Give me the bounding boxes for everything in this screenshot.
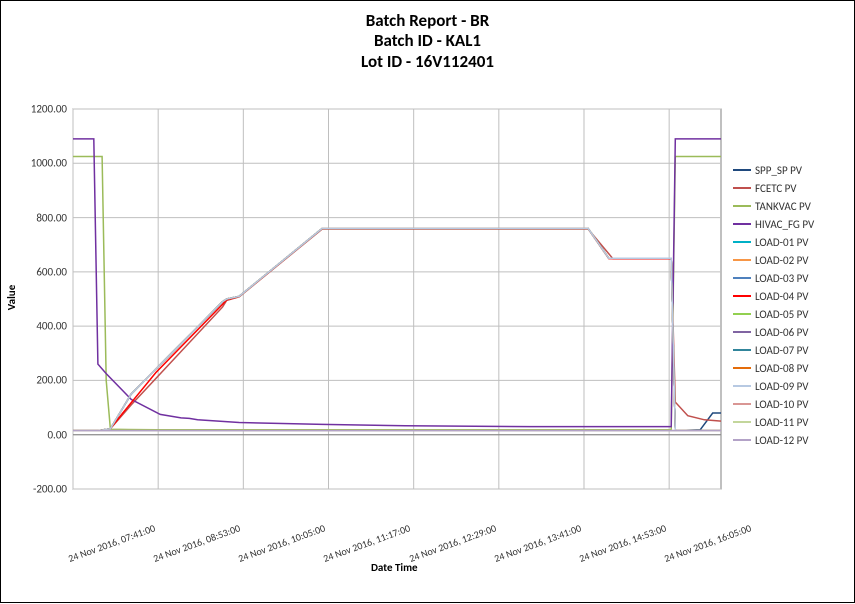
legend-swatch [733, 169, 751, 171]
legend-label: LOAD-09 PV [755, 380, 809, 393]
legend-swatch [733, 295, 751, 297]
legend-item: TANKVAC PV [733, 197, 814, 215]
legend-item: LOAD-05 PV [733, 305, 814, 323]
legend-item: LOAD-10 PV [733, 395, 814, 413]
chart-container: Batch Report - BR Batch ID - KAL1 Lot ID… [0, 0, 855, 603]
legend-swatch [733, 331, 751, 333]
legend-label: TANKVAC PV [755, 200, 811, 213]
legend-swatch [733, 241, 751, 243]
legend-label: LOAD-02 PV [755, 254, 809, 267]
legend-item: LOAD-09 PV [733, 377, 814, 395]
legend-item: LOAD-12 PV [733, 431, 814, 449]
y-tick: 1000.00 [31, 157, 67, 170]
series-line [73, 228, 721, 430]
legend-swatch [733, 313, 751, 315]
series-line [73, 157, 721, 430]
legend-label: SPP_SP PV [755, 164, 802, 177]
legend-label: LOAD-11 PV [755, 416, 809, 429]
legend-swatch [733, 187, 751, 189]
legend-label: LOAD-12 PV [755, 434, 809, 447]
legend-swatch [733, 259, 751, 261]
legend-item: LOAD-04 PV [733, 287, 814, 305]
legend-item: HIVAC_FG PV [733, 215, 814, 233]
legend: SPP_SP PV FCETC PV TANKVAC PV HIVAC_FG PV LO… [733, 161, 814, 449]
legend-label: LOAD-01 PV [755, 236, 809, 249]
plot-svg [1, 1, 855, 604]
legend-item: FCETC PV [733, 179, 814, 197]
legend-item: LOAD-02 PV [733, 251, 814, 269]
series-line [73, 139, 721, 427]
legend-item: LOAD-08 PV [733, 359, 814, 377]
y-tick: 800.00 [36, 211, 67, 224]
legend-swatch [733, 205, 751, 207]
legend-swatch [733, 421, 751, 423]
legend-item: LOAD-06 PV [733, 323, 814, 341]
y-tick: -200.00 [33, 483, 67, 496]
y-tick: 1200.00 [31, 103, 67, 116]
y-tick: 0.00 [47, 428, 67, 441]
legend-label: LOAD-03 PV [755, 272, 809, 285]
legend-label: LOAD-06 PV [755, 326, 809, 339]
legend-swatch [733, 223, 751, 225]
legend-swatch [733, 439, 751, 441]
legend-item: LOAD-01 PV [733, 233, 814, 251]
legend-label: LOAD-08 PV [755, 362, 809, 375]
legend-swatch [733, 385, 751, 387]
legend-label: LOAD-10 PV [755, 398, 809, 411]
legend-item: LOAD-03 PV [733, 269, 814, 287]
legend-label: LOAD-04 PV [755, 290, 809, 303]
legend-swatch [733, 277, 751, 279]
legend-item: LOAD-11 PV [733, 413, 814, 431]
y-tick: 200.00 [36, 374, 67, 387]
legend-item: LOAD-07 PV [733, 341, 814, 359]
legend-label: HIVAC_FG PV [755, 218, 814, 231]
legend-label: LOAD-07 PV [755, 344, 809, 357]
legend-swatch [733, 403, 751, 405]
legend-swatch [733, 349, 751, 351]
legend-label: FCETC PV [755, 182, 797, 195]
legend-swatch [733, 367, 751, 369]
legend-item: SPP_SP PV [733, 161, 814, 179]
y-tick: 400.00 [36, 320, 67, 333]
legend-label: LOAD-05 PV [755, 308, 809, 321]
y-tick: 600.00 [36, 265, 67, 278]
